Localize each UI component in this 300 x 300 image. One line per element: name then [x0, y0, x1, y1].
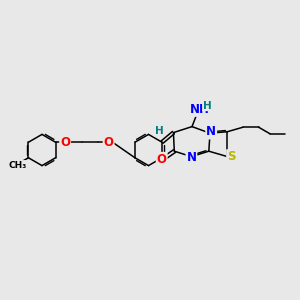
Text: CH₃: CH₃ — [9, 161, 27, 170]
Text: H: H — [202, 100, 211, 111]
Text: N: N — [186, 151, 197, 164]
Text: N: N — [206, 125, 216, 139]
Text: H: H — [154, 126, 164, 136]
Text: O: O — [157, 153, 167, 166]
Text: O: O — [60, 136, 70, 149]
Text: S: S — [227, 150, 236, 163]
Text: O: O — [103, 136, 114, 149]
Text: NH: NH — [190, 103, 210, 116]
